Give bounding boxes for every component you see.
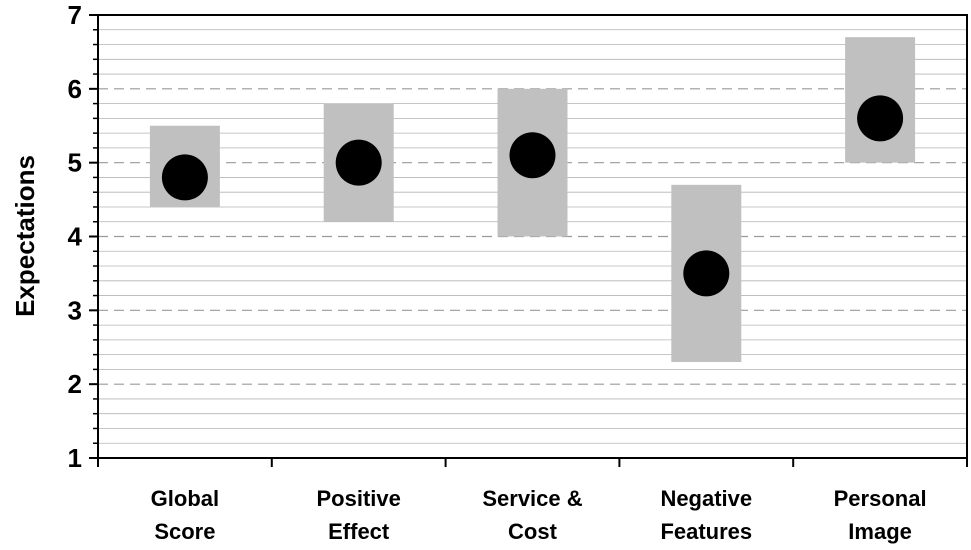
range-bars — [149, 37, 916, 363]
axes — [89, 14, 968, 467]
x-category-label-line: Features — [660, 519, 752, 544]
x-category-label-line: Cost — [508, 519, 558, 544]
x-category-label-line: Service & — [482, 486, 582, 511]
y-tick-label: 5 — [68, 148, 82, 178]
mean-point — [161, 154, 208, 201]
mean-point — [683, 250, 730, 297]
x-category-label-line: Global — [151, 486, 219, 511]
y-tick-label: 1 — [68, 443, 82, 473]
x-category-label: Positive Effect — [317, 486, 401, 544]
x-category-labels: Global Score Positive Effect Service & Cost Ne… — [151, 486, 927, 544]
y-tick-label: 7 — [68, 0, 82, 30]
x-category-label: Global Score — [151, 486, 219, 544]
x-category-label-line: Score — [154, 519, 215, 544]
y-tick-labels: 1 2 3 4 5 6 7 — [68, 0, 83, 473]
y-tick-label: 6 — [68, 74, 82, 104]
x-category-label: Service & Cost — [482, 486, 582, 544]
mean-point — [857, 95, 904, 142]
mean-point — [509, 132, 556, 179]
x-category-label-line: Image — [848, 519, 912, 544]
y-tick-label: 2 — [68, 369, 82, 399]
x-category-label: Personal Image — [834, 486, 927, 544]
y-tick-label: 3 — [68, 295, 82, 325]
x-category-label-line: Negative — [660, 486, 752, 511]
y-tick-label: 4 — [68, 222, 83, 252]
x-category-label-line: Positive — [317, 486, 401, 511]
x-category-label-line: Effect — [328, 519, 390, 544]
mean-point — [335, 139, 382, 186]
x-category-label: Negative Features — [660, 486, 752, 544]
x-category-label-line: Personal — [834, 486, 927, 511]
mean-points — [161, 95, 904, 297]
y-axis-title: Expectations — [10, 155, 40, 317]
